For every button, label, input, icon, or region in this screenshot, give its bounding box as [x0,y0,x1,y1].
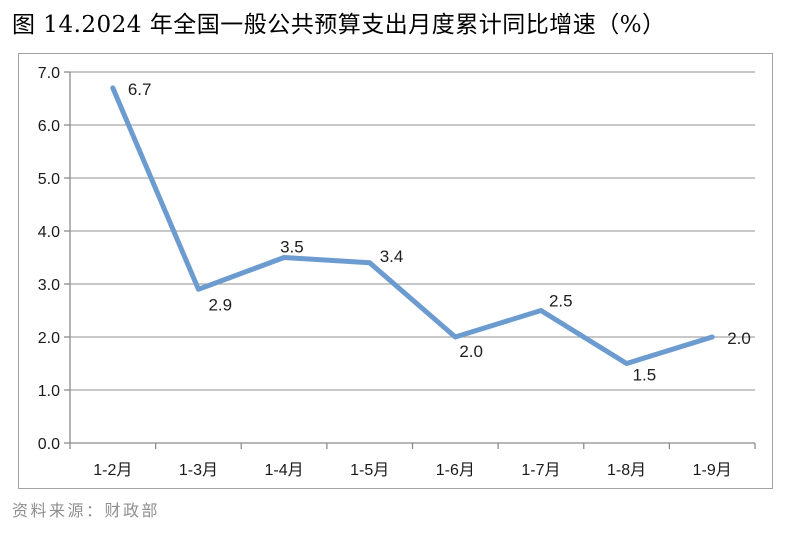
x-tick-label: 1-8月 [607,462,646,479]
y-tick-label: 5.0 [38,171,60,188]
y-tick-label: 3.0 [38,277,60,294]
chart-frame: 0.0 1.0 2.0 3.0 4.0 5.0 6.0 7.0 1-2月 1-3月 1-4月 1-5月… [18,53,773,489]
chart-title: 图 14.2024 年全国一般公共预算支出月度累计同比增速（%） [12,12,666,38]
y-tick-label: 1.0 [38,383,60,400]
data-label: 3.4 [380,247,404,266]
data-label: 6.7 [128,80,152,99]
x-tick-label: 1-7月 [521,462,560,479]
x-tick-label: 1-3月 [179,462,218,479]
x-tick-label: 1-5月 [350,462,389,479]
data-label: 2.5 [549,292,573,311]
x-tick-label: 1-9月 [693,462,732,479]
data-label: 2.9 [208,295,232,314]
data-series-line [110,85,715,366]
x-tick-label: 1-4月 [264,462,303,479]
data-label: 3.5 [280,238,304,257]
line-chart: 0.0 1.0 2.0 3.0 4.0 5.0 6.0 7.0 1-2月 1-3月 1-4月 1-5月… [38,65,756,479]
data-label: 2.0 [727,329,751,348]
x-tick-label: 1-2月 [93,462,132,479]
source-note: 资料来源：财政部 [12,501,161,520]
x-tick-label: 1-6月 [436,462,475,479]
data-label: 1.5 [633,366,657,385]
y-tick-label: 4.0 [38,224,60,241]
y-tick-label: 2.0 [38,330,60,347]
y-tick-label: 0.0 [38,436,60,453]
data-label: 2.0 [459,342,483,361]
y-tick-label: 7.0 [38,65,60,82]
y-tick-label: 6.0 [38,118,60,135]
